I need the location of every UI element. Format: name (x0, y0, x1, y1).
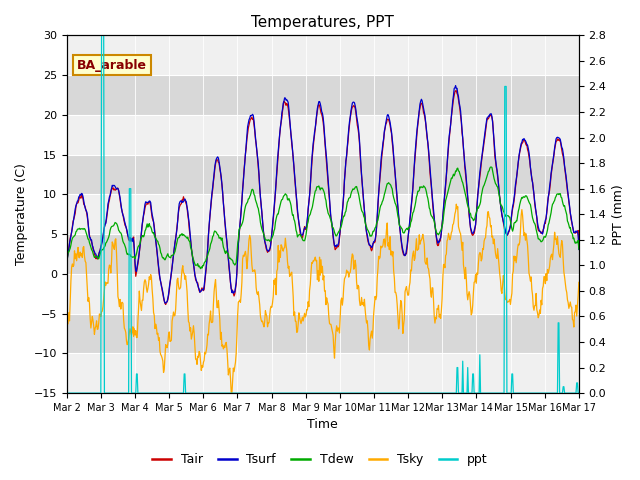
Text: BA_arable: BA_arable (77, 59, 147, 72)
Bar (67, 115, 579, 155)
Y-axis label: PPT (mm): PPT (mm) (612, 184, 625, 245)
Bar (67, 194, 579, 234)
Bar (67, 36, 579, 75)
Bar (67, 313, 579, 353)
Bar (67, 274, 579, 313)
Bar (67, 353, 579, 393)
Bar (67, 75, 579, 115)
Title: Temperatures, PPT: Temperatures, PPT (252, 15, 394, 30)
Legend: Tair, Tsurf, Tdew, Tsky, ppt: Tair, Tsurf, Tdew, Tsky, ppt (147, 448, 493, 471)
Y-axis label: Temperature (C): Temperature (C) (15, 163, 28, 265)
Bar (67, 155, 579, 194)
Bar (67, 234, 579, 274)
X-axis label: Time: Time (307, 419, 338, 432)
